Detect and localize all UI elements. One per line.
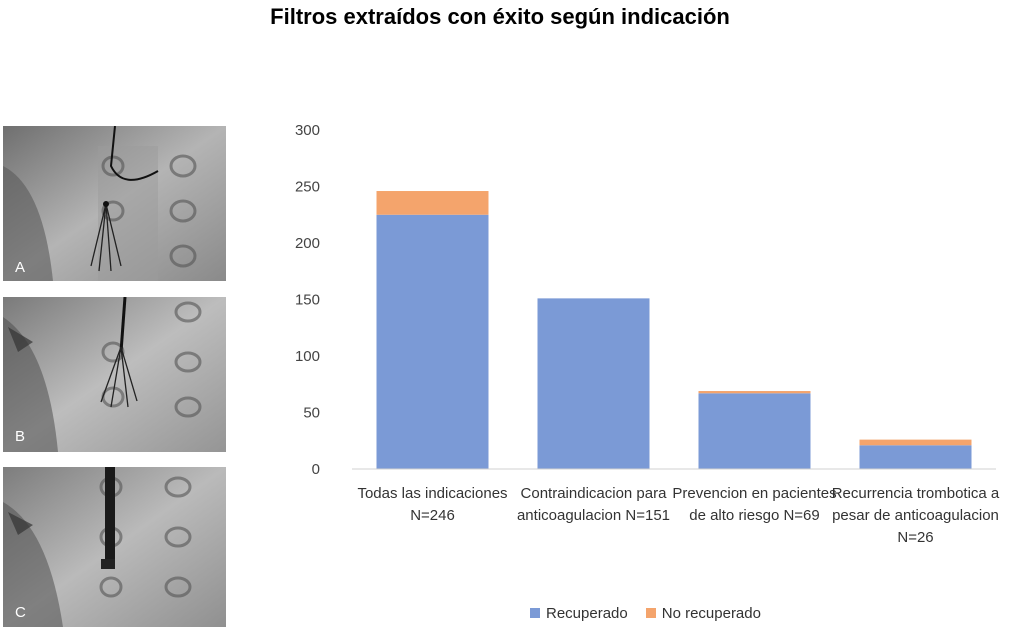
- y-tick-label: 50: [303, 405, 320, 422]
- legend-label: Recuperado: [546, 605, 628, 622]
- legend: Recuperado No recuperado: [530, 605, 779, 622]
- legend-item: Recuperado: [530, 605, 628, 622]
- y-tick-label: 200: [295, 235, 320, 252]
- bar-no-recuperado-1: [376, 191, 489, 215]
- x-tick-label: Todas las indicaciones N=246: [357, 485, 508, 524]
- chart-title: Filtros extraídos con éxito según indica…: [270, 4, 730, 29]
- bar-chart: 0 50 100 150 200 250 300: [295, 122, 996, 478]
- xray-image-b: B: [3, 297, 226, 452]
- y-tick-label: 100: [295, 348, 320, 365]
- bar-recuperado-2: [537, 298, 650, 469]
- bar-recuperado-3: [698, 393, 811, 469]
- bar-recuperado-1: [376, 214, 489, 469]
- bar-no-recuperado-4: [859, 439, 972, 446]
- xray-letter-b: B: [15, 428, 25, 445]
- bars: [376, 191, 972, 469]
- x-tick-label: Contraindicacion para anticoagulacion N=…: [516, 485, 671, 524]
- xray-letter-a: A: [15, 259, 25, 276]
- y-tick-label: 300: [295, 122, 320, 139]
- y-axis: 0 50 100 150 200 250 300: [295, 122, 320, 478]
- xray-letter-c: C: [15, 604, 26, 621]
- legend-swatch: [530, 608, 540, 619]
- legend-label: No recuperado: [661, 605, 761, 622]
- xray-image-a: A: [3, 126, 226, 281]
- xray-image-c: C: [3, 467, 226, 627]
- legend-swatch: [645, 608, 656, 619]
- y-tick-label: 250: [295, 179, 320, 196]
- x-tick-label: Recurrencia trombotica a pesar de antico…: [831, 485, 1000, 546]
- x-tick-label: Prevencion en pacientes de alto riesgo N…: [672, 485, 837, 524]
- legend-item: No recuperado: [645, 605, 761, 622]
- y-tick-label: 0: [312, 461, 320, 478]
- bar-no-recuperado-3: [698, 391, 811, 394]
- y-tick-label: 150: [295, 292, 320, 309]
- bar-recuperado-4: [859, 445, 972, 469]
